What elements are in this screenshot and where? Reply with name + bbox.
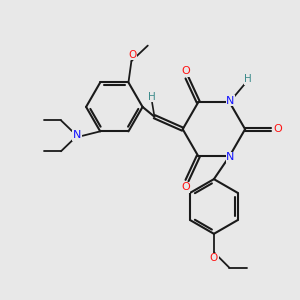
Text: H: H [244,74,252,84]
Text: N: N [73,130,81,140]
Text: O: O [128,50,137,59]
Text: H: H [148,92,155,101]
Text: O: O [181,66,190,76]
Text: O: O [181,182,190,192]
Text: O: O [273,124,282,134]
Text: N: N [226,96,235,106]
Text: N: N [226,152,235,162]
Text: O: O [210,253,218,263]
